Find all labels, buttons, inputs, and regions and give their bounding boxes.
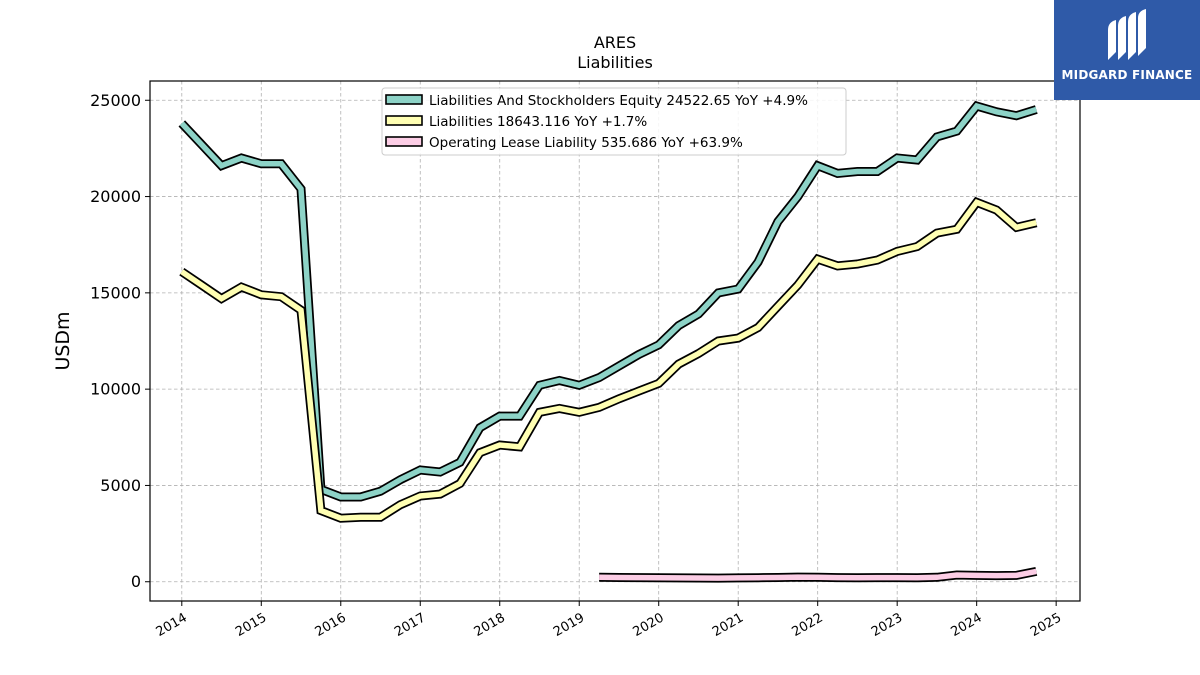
x-tick-label: 2023 — [869, 610, 905, 640]
y-tick-label: 10000 — [90, 380, 141, 399]
y-axis-label: USDm — [52, 311, 74, 370]
x-axis: 2014 2015 2016 2017 2018 2019 2020 2021 2022 2023… — [154, 601, 1064, 640]
y-tick-label: 0 — [131, 572, 141, 591]
legend-entry-1: Liabilities 18643.116 YoY +1.7% — [429, 114, 647, 130]
legend-swatch-2 — [385, 136, 423, 147]
y-tick-label: 20000 — [90, 187, 141, 206]
chart-title: ARES — [594, 33, 636, 52]
x-tick-label: 2025 — [1028, 610, 1064, 640]
y-tick-label: 5000 — [100, 476, 141, 495]
series-lines — [178, 100, 1038, 583]
x-tick-label: 2016 — [313, 610, 349, 640]
x-tick-label: 2017 — [392, 610, 428, 640]
x-tick-label: 2021 — [710, 610, 746, 640]
x-tick-label: 2019 — [551, 610, 587, 640]
y-tick-label: 25000 — [90, 91, 141, 110]
x-tick-label: 2014 — [154, 610, 190, 640]
chart-subtitle: Liabilities — [577, 53, 653, 72]
y-tick-label: 15000 — [90, 283, 141, 302]
legend-entry-2: Operating Lease Liability 535.686 YoY +6… — [429, 135, 743, 151]
midgard-logo-icon — [1108, 9, 1146, 60]
x-tick-label: 2020 — [631, 610, 667, 640]
series-line-1 — [180, 198, 1037, 521]
x-tick-label: 2024 — [949, 610, 985, 640]
plot-frame — [149, 80, 1081, 602]
legend-entry-0: Liabilities And Stockholders Equity 2452… — [429, 93, 808, 109]
x-tick-label: 2015 — [233, 610, 269, 640]
x-tick-label: 2022 — [790, 610, 826, 640]
series-line-2 — [599, 568, 1037, 581]
legend-swatch-1 — [385, 115, 423, 126]
legend-swatch-0 — [385, 94, 423, 105]
legend: Liabilities And Stockholders Equity 2452… — [381, 87, 847, 156]
legend-frame — [381, 87, 847, 156]
midgard-finance-logo: MIDGARD FINANCE — [1054, 0, 1200, 100]
series-line-0 — [179, 102, 1038, 500]
x-tick-label: 2018 — [472, 610, 508, 640]
y-axis: 0 5000 10000 15000 20000 25000 — [90, 91, 150, 591]
logo-text: MIDGARD FINANCE — [1061, 68, 1193, 82]
grid — [150, 81, 1080, 601]
